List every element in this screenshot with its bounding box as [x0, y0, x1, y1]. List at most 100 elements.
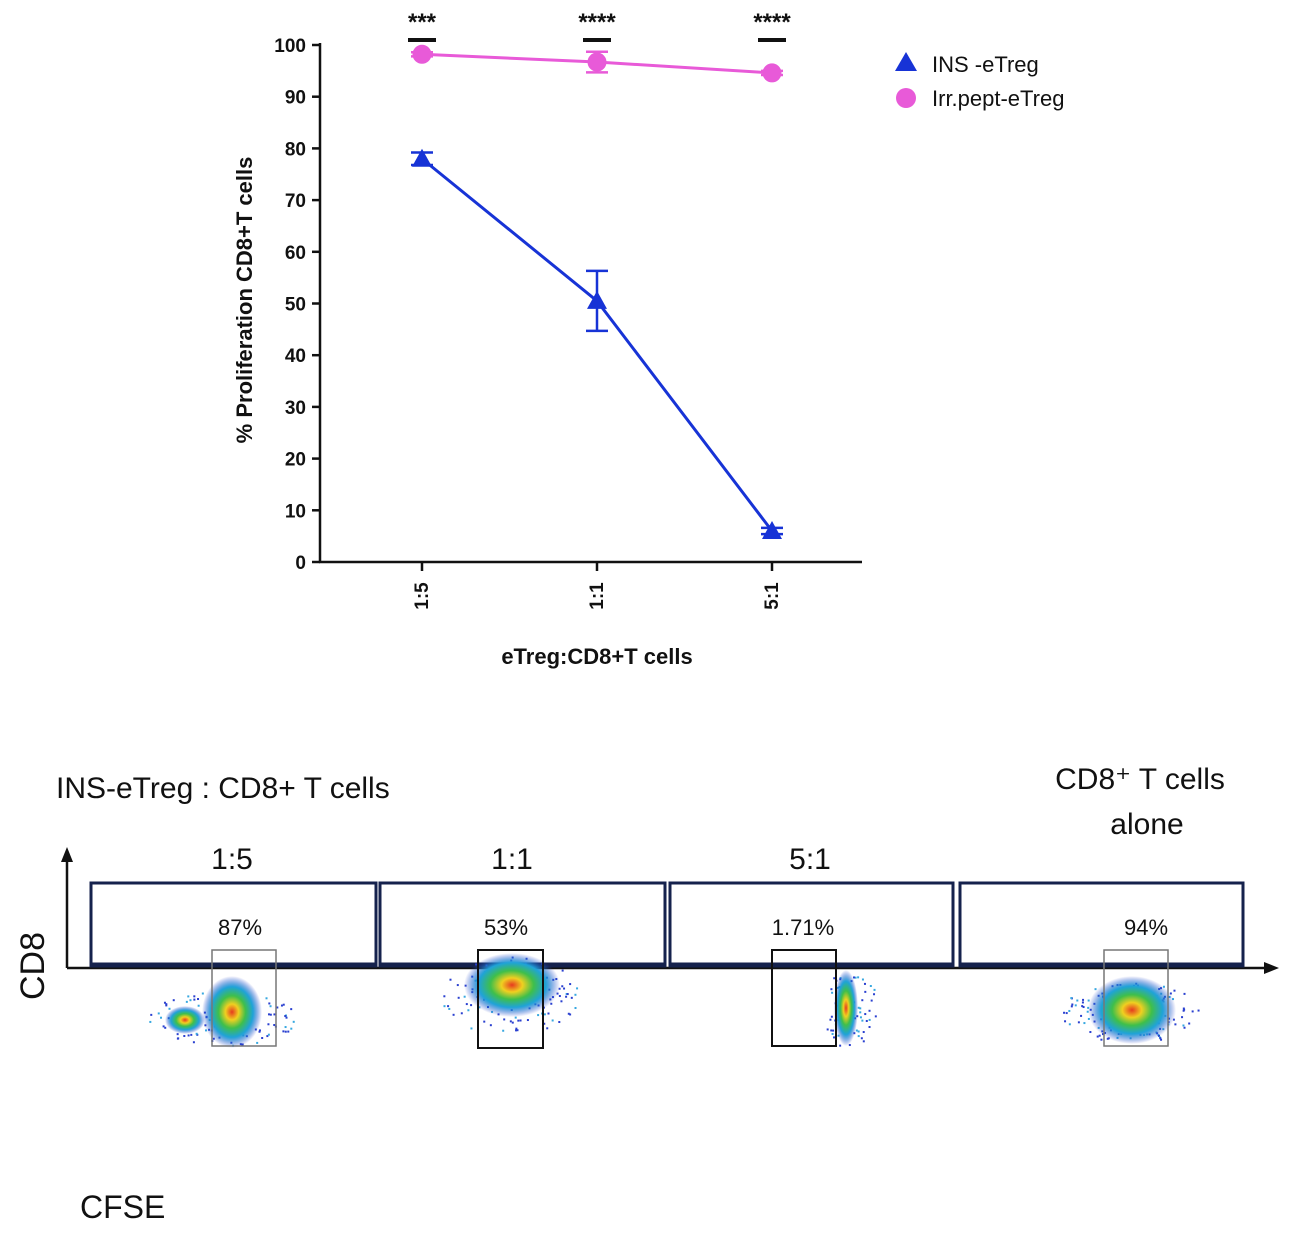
event-dot: [830, 1015, 833, 1018]
event-dot: [1183, 992, 1186, 995]
event-dot: [833, 977, 836, 980]
event-dot: [537, 1014, 540, 1017]
flow-density-plots: [149, 949, 1200, 1049]
y-tick-label: 70: [285, 191, 306, 212]
event-dot: [456, 984, 459, 987]
flow-cytometry-figure: INS-eTreg : CD8+ T cells CD8 CFSE 1:5 1:…: [14, 763, 1279, 1225]
event-dot: [502, 1029, 505, 1032]
event-dot: [165, 1003, 168, 1006]
event-dot: [1077, 1021, 1080, 1024]
y-tick-label: 80: [285, 139, 306, 160]
event-dot: [465, 1003, 468, 1006]
event-dot: [1188, 1022, 1191, 1025]
event-dot: [558, 995, 561, 998]
event-dot: [1106, 1037, 1109, 1040]
legend: INS -eTreg Irr.pept-eTreg: [895, 52, 1064, 111]
event-dot: [1089, 1031, 1092, 1034]
data-point-circle: [412, 44, 432, 64]
flow-panel-5-1: 5:1: [789, 843, 831, 876]
plot-bg: [960, 883, 1243, 964]
event-dot: [546, 1027, 549, 1030]
event-dot: [282, 1003, 285, 1006]
event-dot: [284, 1030, 287, 1033]
event-dot: [1096, 1035, 1099, 1038]
event-dot: [1068, 1023, 1071, 1026]
event-dot: [150, 1013, 153, 1016]
event-dot: [565, 995, 568, 998]
y-axis-title: % Proliferation CD8+T cells: [232, 157, 257, 444]
panel-ratio-label: 1:1: [491, 843, 533, 876]
event-dot: [1169, 992, 1172, 995]
event-dot: [873, 993, 876, 996]
event-dot: [162, 1025, 165, 1028]
y-tick-label: 90: [285, 88, 306, 109]
event-dot: [258, 1030, 261, 1033]
event-dot: [160, 1016, 163, 1019]
event-dot: [447, 1005, 450, 1008]
event-dot: [1159, 1037, 1162, 1040]
cfse-arrow-head: [1264, 962, 1279, 974]
event-dot: [547, 1012, 550, 1015]
event-dot: [273, 1013, 276, 1016]
event-dot: [1160, 1038, 1163, 1041]
data-point-triangle: [587, 290, 607, 309]
gate-percent: 87%: [218, 915, 262, 940]
event-dot: [1082, 998, 1085, 1001]
event-dot: [868, 1009, 871, 1012]
event-dot: [1094, 988, 1097, 991]
y-tick-label: 10: [285, 501, 306, 522]
event-dot: [865, 1019, 868, 1022]
event-dot: [165, 1004, 168, 1007]
event-dot: [284, 1026, 287, 1029]
event-dot: [285, 1016, 288, 1019]
event-dot: [574, 993, 577, 996]
event-dot: [509, 1020, 512, 1023]
event-dot: [561, 969, 564, 972]
event-dot: [1173, 989, 1176, 992]
y-tick-label: 20: [285, 450, 306, 471]
event-dot: [185, 1000, 188, 1003]
x-axis-title: eTreg:CD8+T cells: [501, 644, 692, 669]
data-point-circle: [587, 52, 607, 72]
event-dot: [1064, 1020, 1067, 1023]
event-dot: [470, 1027, 473, 1030]
y-tick-label: 0: [295, 553, 306, 574]
y-tick-label: 100: [274, 36, 306, 57]
event-dot: [550, 1002, 553, 1005]
event-dot: [269, 1013, 272, 1016]
event-dot: [1076, 999, 1079, 1002]
event-dot: [868, 1018, 871, 1021]
event-dot: [287, 1030, 290, 1033]
event-dot: [470, 1004, 473, 1007]
event-dot: [830, 988, 833, 991]
event-dot: [859, 1007, 862, 1010]
gate-percent: 53%: [484, 915, 528, 940]
y-tick-label: 40: [285, 346, 306, 367]
series-layer: [411, 44, 783, 539]
event-dot: [1191, 1010, 1194, 1013]
event-dot: [201, 992, 204, 995]
event-dot: [1082, 1006, 1085, 1009]
event-dot: [1087, 999, 1090, 1002]
event-dot: [266, 1035, 269, 1038]
event-dot: [256, 1041, 259, 1044]
y-tick-label: 30: [285, 398, 306, 419]
event-dot: [848, 1044, 851, 1047]
event-dot: [1087, 1017, 1090, 1020]
event-dot: [1070, 1005, 1073, 1008]
event-dot: [448, 1007, 451, 1010]
event-dot: [569, 983, 572, 986]
event-dot: [1183, 1026, 1186, 1029]
event-dot: [280, 1004, 283, 1007]
event-dot: [443, 995, 446, 998]
event-dot: [862, 1040, 865, 1043]
x-tick-label: 5:1: [762, 582, 783, 610]
event-dot: [565, 992, 568, 995]
event-dot: [290, 1027, 293, 1030]
event-dot: [1182, 1024, 1185, 1027]
event-dot: [519, 1019, 522, 1022]
flow-panel-1-1: 1:1: [491, 843, 533, 876]
gate-percent: 1.71%: [772, 915, 834, 940]
flow-title: INS-eTreg : CD8+ T cells: [56, 772, 390, 805]
event-dot: [1065, 1012, 1068, 1015]
